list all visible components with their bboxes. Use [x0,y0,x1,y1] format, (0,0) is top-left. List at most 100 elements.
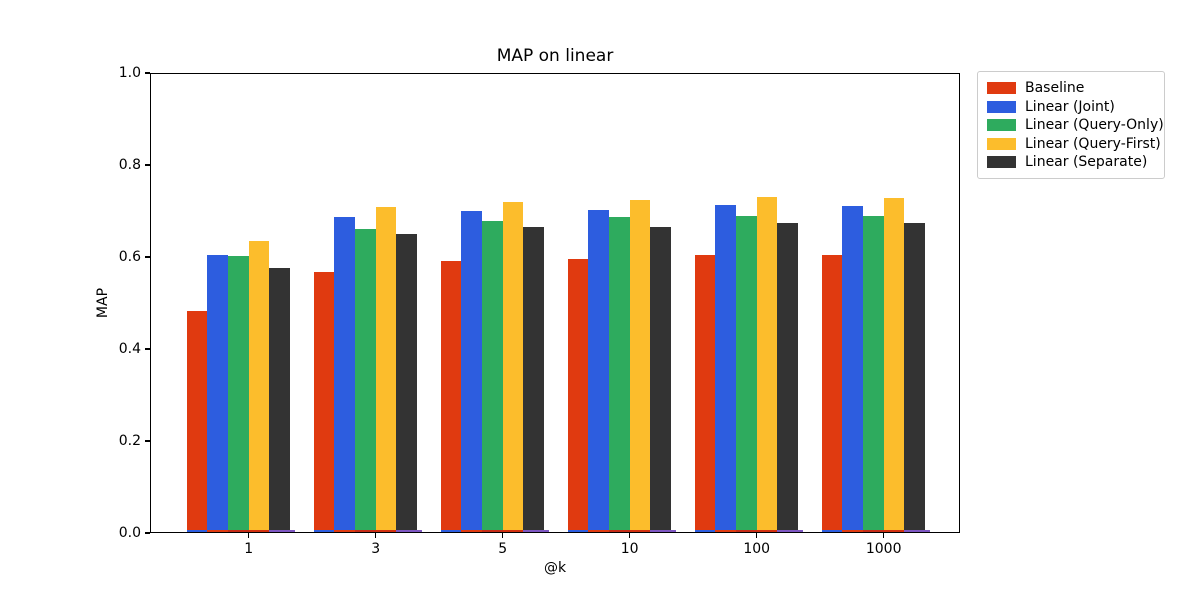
x-tick-label: 1000 [865,541,902,557]
bar-baseline-k3 [313,272,335,532]
bar-baseline-k1000 [821,255,843,532]
baseline-strip [355,529,376,532]
legend-label: Linear (Query-Only) [1025,117,1164,133]
baseline-strip [313,529,335,532]
y-tick-label: 0.8 [118,157,141,173]
x-tick-mark [375,533,377,538]
x-tick-label: 1 [244,541,254,557]
bar-linear-joint-k1000 [842,206,863,532]
y-tick-label: 0.0 [118,525,141,541]
bar-baseline-k100 [694,255,716,532]
baseline-strip [375,529,397,532]
legend-label: Linear (Separate) [1025,154,1148,170]
bar-linear-separate-k1 [269,268,291,532]
baseline-strip [207,529,228,532]
baseline-strip [863,529,884,532]
bar-linear-query-first-k1 [248,241,270,532]
legend-swatch-icon [987,156,1016,168]
y-tick-mark [145,440,150,442]
baseline-strip [186,529,208,532]
legend-item: Linear (Query-First) [987,135,1161,153]
legend-swatch-icon [987,137,1016,150]
bar-linear-query-only-k1 [228,256,249,532]
bar-linear-query-first-k10 [629,199,651,532]
legend-item: Linear (Joint) [987,98,1155,116]
legend-swatch-icon [987,82,1016,94]
bar-baseline-k5 [440,261,462,532]
baseline-strip [440,529,462,532]
baseline-strip [904,529,931,532]
y-tick-label: 0.6 [118,249,141,265]
baseline-strip [650,529,677,532]
bar-linear-separate-k3 [396,233,418,532]
baseline-strip [482,529,503,532]
bar-linear-joint-k10 [588,209,609,532]
bar-linear-query-only-k1000 [863,215,884,532]
baseline-strip [588,529,609,532]
bar-linear-query-first-k5 [502,202,524,532]
baseline-strip [334,529,355,532]
baseline-strip [694,529,716,532]
legend-item: Baseline [987,79,1155,97]
bar-linear-joint-k3 [334,217,355,532]
legend-label: Linear (Query-First) [1025,135,1161,152]
y-tick-label: 0.4 [118,341,141,357]
baseline-strip [396,529,423,532]
baseline-strip [502,529,524,532]
baseline-strip [756,529,778,532]
baseline-strip [248,529,270,532]
bar-linear-joint-k1 [207,255,228,532]
bar-baseline-k1 [186,310,208,532]
plot-area [150,73,960,533]
x-tick-label: 3 [371,541,381,557]
y-tick-label: 0.2 [118,433,141,449]
baseline-strip [715,529,736,532]
bar-linear-joint-k100 [715,205,736,532]
legend-swatch-icon [987,119,1016,131]
y-tick-mark [145,532,150,534]
bar-linear-query-only-k5 [482,220,503,532]
bar-linear-query-only-k3 [355,229,376,532]
y-tick-mark [145,164,150,166]
legend-label: Baseline [1025,80,1085,96]
x-tick-mark [248,533,250,538]
legend-item: Linear (Query-Only) [987,116,1164,134]
y-tick-label: 1.0 [118,65,141,81]
y-tick-mark [145,348,150,350]
bar-baseline-k10 [567,259,589,532]
baseline-strip [842,529,863,532]
bar-linear-query-first-k1000 [883,197,905,532]
bar-linear-separate-k10 [650,226,672,532]
x-tick-label: 100 [743,541,771,557]
bar-linear-query-only-k100 [736,215,757,532]
x-tick-mark [629,533,631,538]
legend-item: Linear (Separate) [987,153,1155,171]
x-tick-label: 5 [498,541,508,557]
y-tick-mark [145,256,150,258]
baseline-strip [629,529,651,532]
bar-linear-separate-k5 [523,227,545,532]
bar-linear-joint-k5 [461,211,482,532]
baseline-strip [567,529,589,532]
baseline-strip [228,529,249,532]
bar-linear-separate-k1000 [904,223,926,532]
baseline-strip [736,529,757,532]
baseline-strip [883,529,905,532]
baseline-strip [523,529,550,532]
x-axis-label: @k [543,560,567,576]
baseline-strip [461,529,482,532]
baseline-strip [821,529,843,532]
x-tick-mark [502,533,504,538]
bar-linear-query-only-k10 [609,217,630,532]
bar-linear-separate-k100 [777,223,799,532]
x-tick-label: 10 [620,541,639,557]
legend-label: Linear (Joint) [1025,98,1115,115]
chart-title: MAP on linear [496,46,614,66]
x-tick-mark [883,533,885,538]
bar-linear-query-first-k100 [756,197,778,532]
x-tick-mark [756,533,758,538]
bar-linear-query-first-k3 [375,207,397,532]
baseline-strip [609,529,630,532]
y-axis-label: MAP [95,287,111,319]
